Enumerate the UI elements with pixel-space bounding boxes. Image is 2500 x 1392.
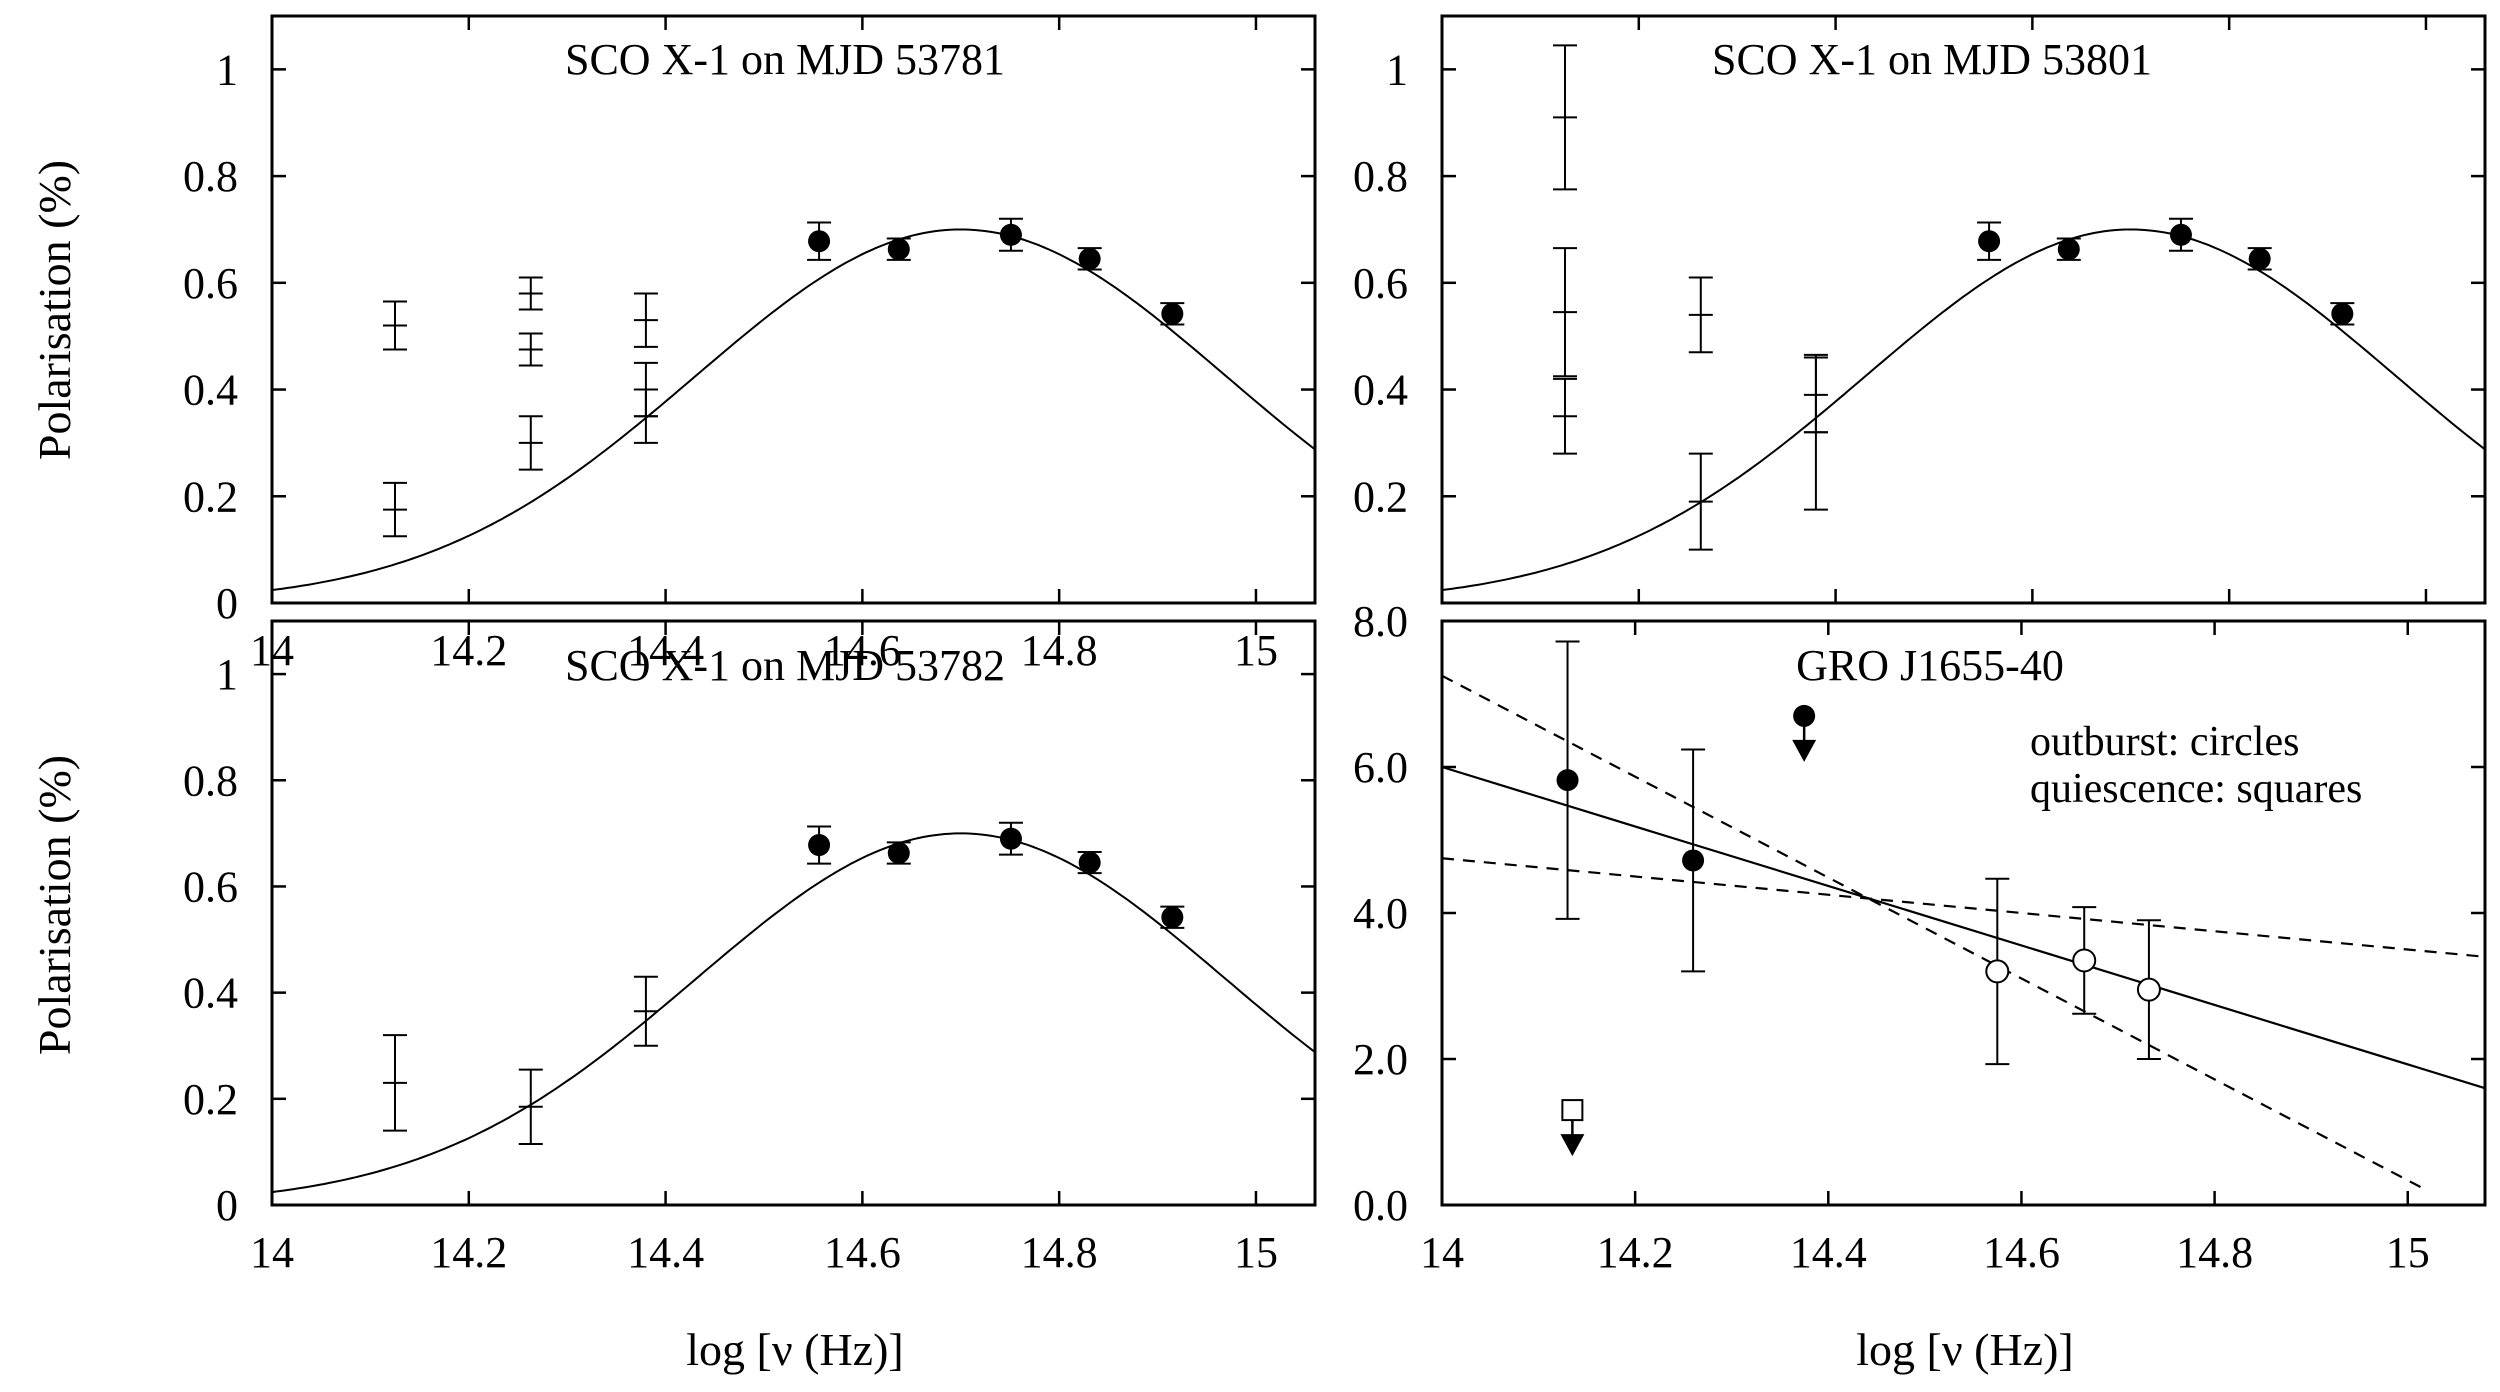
- data-point-filled: [1161, 302, 1184, 325]
- y-tick-label: 0.0: [1353, 1181, 1408, 1230]
- x-tick-label: 14.8: [2176, 1228, 2253, 1277]
- y-tick-label: 1: [216, 45, 238, 94]
- y-tick-label: 6.0: [1353, 743, 1408, 792]
- y-tick-label: 4.0: [1353, 889, 1408, 938]
- y-tick-label: 8.0: [1353, 597, 1408, 646]
- x-tick-label: 14.6: [1983, 1228, 2060, 1277]
- data-point-filled: [2248, 247, 2271, 270]
- data-point-filled: [2057, 238, 2080, 261]
- x-tick-label: 14.4: [1790, 1228, 1867, 1277]
- legend-entry-quiescence: quiescence: squares: [2030, 766, 2362, 812]
- y-tick-label: 0.4: [1353, 366, 1408, 415]
- panel-sco-53782: 14 14.2 14.4 14.6 14.8 15 0 0.2 0.4 0.6 0.8 1: [183, 619, 1317, 1277]
- model-curve: [1441, 228, 2486, 591]
- y-tick-label: 2.0: [1353, 1035, 1408, 1084]
- x-axis-label: log [ν (Hz)]: [686, 1324, 904, 1375]
- panel-title: GRO J1655-40: [1796, 641, 2064, 690]
- x-tick-label: 15: [2386, 1228, 2430, 1277]
- x-tick-label: 14.2: [1597, 1228, 1674, 1277]
- x-tick-label: 14.4: [627, 1228, 704, 1277]
- y-tick-label: 1: [216, 650, 238, 699]
- upper-limit-arrowhead: [1560, 1134, 1585, 1157]
- data-point-filled: [808, 834, 831, 857]
- panel-title: SCO X-1 on MJD 53782: [565, 641, 1005, 690]
- panel-gro-j1655: 14 14.2 14.4 14.6 14.8 15 0.0 2.0 4.0 6.0 8.0: [1353, 597, 2487, 1277]
- model-curve: [271, 832, 1316, 1194]
- fit-line-dashed: [1441, 857, 2486, 958]
- data-point-filled: [887, 842, 910, 865]
- fit-line-solid: [1441, 765, 2486, 1090]
- legend-entry-outburst: outburst: circles: [2030, 719, 2299, 765]
- x-tick-label: 14.6: [824, 1228, 901, 1277]
- data-point-filled: [1078, 851, 1101, 874]
- y-tick-label: 0: [216, 579, 238, 628]
- data-point-filled: [808, 230, 831, 253]
- upper-limit-arrowhead: [1792, 739, 1817, 762]
- y-tick-label: 0.4: [183, 366, 238, 415]
- data-point-filled: [2331, 302, 2354, 325]
- y-tick-label: 0.6: [1353, 259, 1408, 308]
- plot-frame: [1440, 14, 2487, 605]
- upper-limit-square: [1561, 1099, 1584, 1122]
- data-point-open: [2136, 977, 2161, 1002]
- panel-title: SCO X-1 on MJD 53801: [1712, 35, 2152, 84]
- x-tick-label: 14: [250, 1228, 294, 1277]
- x-axis-label: log [ν (Hz)]: [1856, 1324, 2074, 1375]
- y-axis-label: Polarisation (%): [29, 160, 80, 460]
- plot-frame: [270, 14, 1317, 605]
- y-tick-label: 0.6: [183, 862, 238, 911]
- data-point-filled: [1682, 849, 1705, 872]
- panel-title: SCO X-1 on MJD 53781: [565, 35, 1005, 84]
- x-tick-label: 14.2: [430, 1228, 507, 1277]
- data-point-filled: [1978, 230, 2001, 253]
- y-tick-label: 0.8: [183, 152, 238, 201]
- y-tick-label: 0.6: [183, 259, 238, 308]
- data-point-open: [1985, 959, 2010, 984]
- y-tick-label: 0.2: [183, 472, 238, 521]
- data-point-filled: [887, 238, 910, 261]
- panel-sco-53801: 0.2 0.4 0.6 0.8 1: [1353, 14, 2487, 605]
- x-tick-label: 14: [1420, 1228, 1464, 1277]
- y-axis-label: Polarisation (%): [29, 755, 80, 1055]
- y-tick-label: 0: [216, 1181, 238, 1230]
- plot-frame: [270, 619, 1317, 1207]
- y-tick-label: 0.8: [183, 756, 238, 805]
- x-tick-label: 15: [1234, 1228, 1278, 1277]
- y-tick-label: 0.4: [183, 969, 238, 1018]
- data-point-filled: [1556, 769, 1579, 792]
- data-point-filled: [999, 223, 1022, 246]
- y-tick-label: 0.2: [183, 1075, 238, 1124]
- data-point-filled: [999, 827, 1022, 850]
- y-tick-label: 0.8: [1353, 152, 1408, 201]
- data-point-open: [2072, 948, 2097, 973]
- y-tick-label: 1: [1386, 45, 1408, 94]
- data-point-filled: [1161, 906, 1184, 929]
- fit-line-dashed: [1441, 674, 2428, 1192]
- data-point-filled: [1078, 247, 1101, 270]
- model-curve: [271, 228, 1316, 591]
- x-tick-label: 14.8: [1021, 1228, 1098, 1277]
- data-point-filled: [2169, 223, 2192, 246]
- y-tick-label: 0.2: [1353, 472, 1408, 521]
